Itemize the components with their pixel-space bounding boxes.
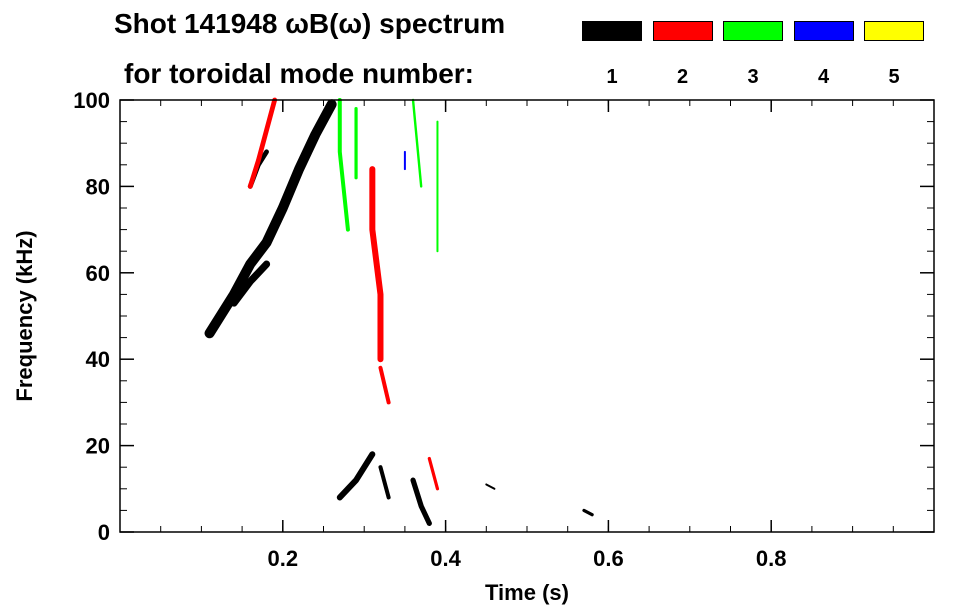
spectrum-feature-mode-3-7 <box>337 98 350 232</box>
y-tick-label: 100 <box>73 88 110 113</box>
spectrum-feature-mode-2-5 <box>378 365 391 405</box>
spectrum-feature-mode-2-6 <box>427 456 440 491</box>
y-tick-label: 60 <box>86 261 110 286</box>
chart-title-line1: Shot 141948 ωB(ω) spectrum <box>114 8 506 39</box>
x-tick-label: 0.8 <box>756 546 787 571</box>
y-tick-label: 40 <box>86 347 110 372</box>
spectrum-feature-mode-1-1 <box>230 260 271 307</box>
y-tick-label: 80 <box>86 174 110 199</box>
legend-swatch-5 <box>864 21 924 41</box>
legend-swatch-3 <box>723 21 783 41</box>
spectrum-feature-mode-1-0 <box>204 99 337 339</box>
spectrum-feature-mode-2-3 <box>247 97 278 189</box>
y-axis-label: Frequency (kHz) <box>12 230 37 401</box>
legend-label-5: 5 <box>888 66 900 88</box>
spectrum-feature-mode-1-14 <box>410 477 432 526</box>
legend-swatch-1 <box>582 21 642 41</box>
legend-label-1: 1 <box>606 66 618 88</box>
x-axis: 0.2 0.4 0.6 0.8 <box>160 100 894 571</box>
plot-frame <box>119 99 935 533</box>
x-axis-label: Time (s) <box>485 580 569 605</box>
x-tick-label: 0.4 <box>430 546 461 571</box>
spectrum-feature-mode-1-16 <box>485 483 496 490</box>
spectrogram-area <box>204 97 594 526</box>
legend-swatch-4 <box>793 21 854 41</box>
chart-title-line2: for toroidal mode number: <box>124 58 474 89</box>
x-tick-label: 0.6 <box>593 546 624 571</box>
spectrum-feature-mode-1-12 <box>336 451 376 501</box>
y-tick-label: 20 <box>86 434 110 459</box>
y-axis: 0 20 40 60 80 100 <box>73 88 934 545</box>
spectrum-feature-mode-3-9 <box>411 98 423 188</box>
legend-swatch-2 <box>652 21 713 41</box>
y-tick-label: 0 <box>98 520 110 545</box>
x-tick-label: 0.2 <box>268 546 299 571</box>
spectrum-feature-mode-2-4 <box>369 166 384 363</box>
legend-label-4: 4 <box>817 66 830 88</box>
legend-label-3: 3 <box>747 66 759 88</box>
spectrum-feature-mode-1-13 <box>378 465 391 500</box>
legend-label-2: 2 <box>676 66 689 88</box>
spectrum-feature-mode-1-15 <box>582 508 594 517</box>
